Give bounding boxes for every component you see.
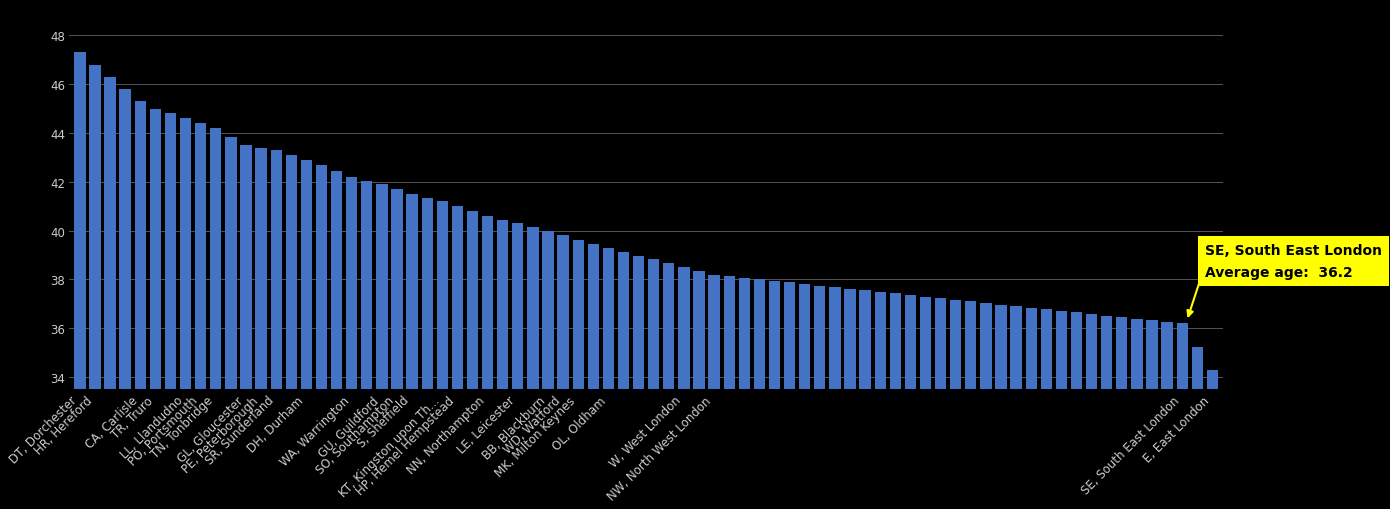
Bar	[949, 300, 962, 509]
Bar	[498, 220, 509, 509]
Bar	[753, 280, 764, 509]
Bar	[406, 194, 418, 509]
Bar	[165, 114, 177, 509]
Bar	[1162, 322, 1173, 509]
Bar	[179, 119, 192, 509]
Bar	[361, 181, 373, 509]
Bar	[316, 166, 327, 509]
Bar	[256, 148, 267, 509]
Bar	[709, 275, 720, 509]
Bar	[1041, 309, 1052, 509]
Bar	[1011, 306, 1022, 509]
Bar	[1056, 311, 1068, 509]
Bar	[980, 303, 991, 509]
Bar	[195, 124, 206, 509]
Bar	[603, 248, 614, 509]
Bar	[844, 289, 856, 509]
Bar	[890, 294, 901, 509]
Bar	[1131, 319, 1143, 509]
Bar	[1147, 321, 1158, 509]
Bar	[724, 276, 735, 509]
Bar	[89, 66, 100, 509]
Bar	[663, 264, 674, 509]
Bar	[1026, 308, 1037, 509]
Bar	[920, 297, 931, 509]
Bar	[377, 185, 388, 509]
Bar	[225, 137, 236, 509]
Bar	[1116, 318, 1127, 509]
Bar	[452, 207, 463, 509]
Bar	[467, 212, 478, 509]
Bar	[210, 129, 221, 509]
Bar	[436, 202, 448, 509]
Bar	[1176, 324, 1188, 509]
Bar	[300, 160, 311, 509]
Bar	[542, 231, 553, 509]
Bar	[617, 252, 630, 509]
Bar	[331, 172, 342, 509]
Bar	[135, 102, 146, 509]
Bar	[935, 299, 947, 509]
Bar	[421, 199, 432, 509]
Bar	[392, 190, 403, 509]
Bar	[1086, 315, 1097, 509]
Bar	[738, 278, 751, 509]
Bar	[874, 292, 885, 509]
Bar	[573, 241, 584, 509]
Bar	[678, 268, 689, 509]
Bar	[632, 256, 644, 509]
Bar	[648, 260, 659, 509]
Bar	[482, 216, 493, 509]
Bar	[784, 283, 795, 509]
Bar	[557, 236, 569, 509]
Bar	[271, 151, 282, 509]
Bar	[527, 228, 538, 509]
Bar	[120, 90, 131, 509]
Bar	[799, 285, 810, 509]
Bar	[1101, 316, 1112, 509]
Bar	[769, 281, 780, 509]
Bar	[815, 286, 826, 509]
Text: SE, South East London
Average age:  36.2: SE, South East London Average age: 36.2	[1205, 243, 1382, 280]
Bar	[1207, 370, 1218, 509]
Bar	[240, 146, 252, 509]
Bar	[512, 224, 524, 509]
Bar	[995, 305, 1006, 509]
Bar	[285, 156, 297, 509]
Bar	[1070, 313, 1083, 509]
Bar	[104, 77, 115, 509]
Bar	[346, 178, 357, 509]
Bar	[1191, 347, 1202, 509]
Bar	[830, 288, 841, 509]
Bar	[905, 295, 916, 509]
Bar	[859, 291, 870, 509]
Bar	[965, 302, 976, 509]
Bar	[74, 53, 86, 509]
Bar	[588, 244, 599, 509]
Bar	[694, 271, 705, 509]
Bar	[150, 109, 161, 509]
